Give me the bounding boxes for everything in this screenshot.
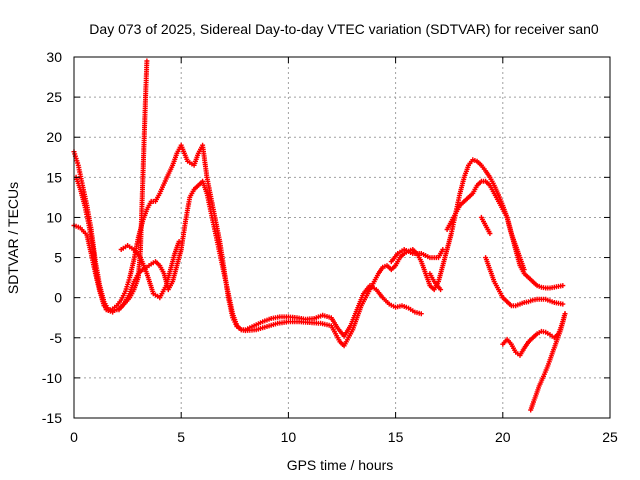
y-tick-label: 25 [46,89,62,105]
axis-ticks: 0 5 10 15 20 25 -15 -10 -5 0 5 10 15 20 25 30 [42,49,618,445]
y-tick-label: 10 [46,209,62,225]
data-point [418,311,424,317]
data-point [560,301,566,307]
x-tick-label: 10 [281,429,297,445]
data-point [144,58,150,64]
x-axis-label: GPS time / hours [287,457,394,473]
data-point [440,247,446,252]
y-tick-label: -15 [42,410,62,426]
y-tick-label: 0 [54,290,62,306]
data-point [176,239,182,244]
chart-title: Day 073 of 2025, Sidereal Day-to-day VTE… [89,21,599,37]
y-tick-label: -5 [50,330,63,346]
data-points [71,58,568,413]
x-tick-label: 5 [177,429,185,445]
data-point [521,267,527,273]
y-tick-label: 15 [46,169,62,185]
x-tick-label: 15 [388,429,404,445]
data-point [562,311,568,317]
data-point [487,231,493,236]
data-point [438,287,444,293]
y-tick-label: 30 [46,49,62,65]
plot-frame [73,56,611,419]
y-tick-label: 5 [54,250,62,266]
x-tick-label: 20 [495,429,511,445]
x-tick-label: 25 [602,429,618,445]
data-point [110,309,116,315]
y-axis-label: SDTVAR / TECUs [5,182,21,294]
x-tick-label: 0 [70,429,78,445]
y-tick-label: 20 [46,129,62,145]
y-tick-label: -10 [42,370,62,386]
data-point [560,283,566,289]
